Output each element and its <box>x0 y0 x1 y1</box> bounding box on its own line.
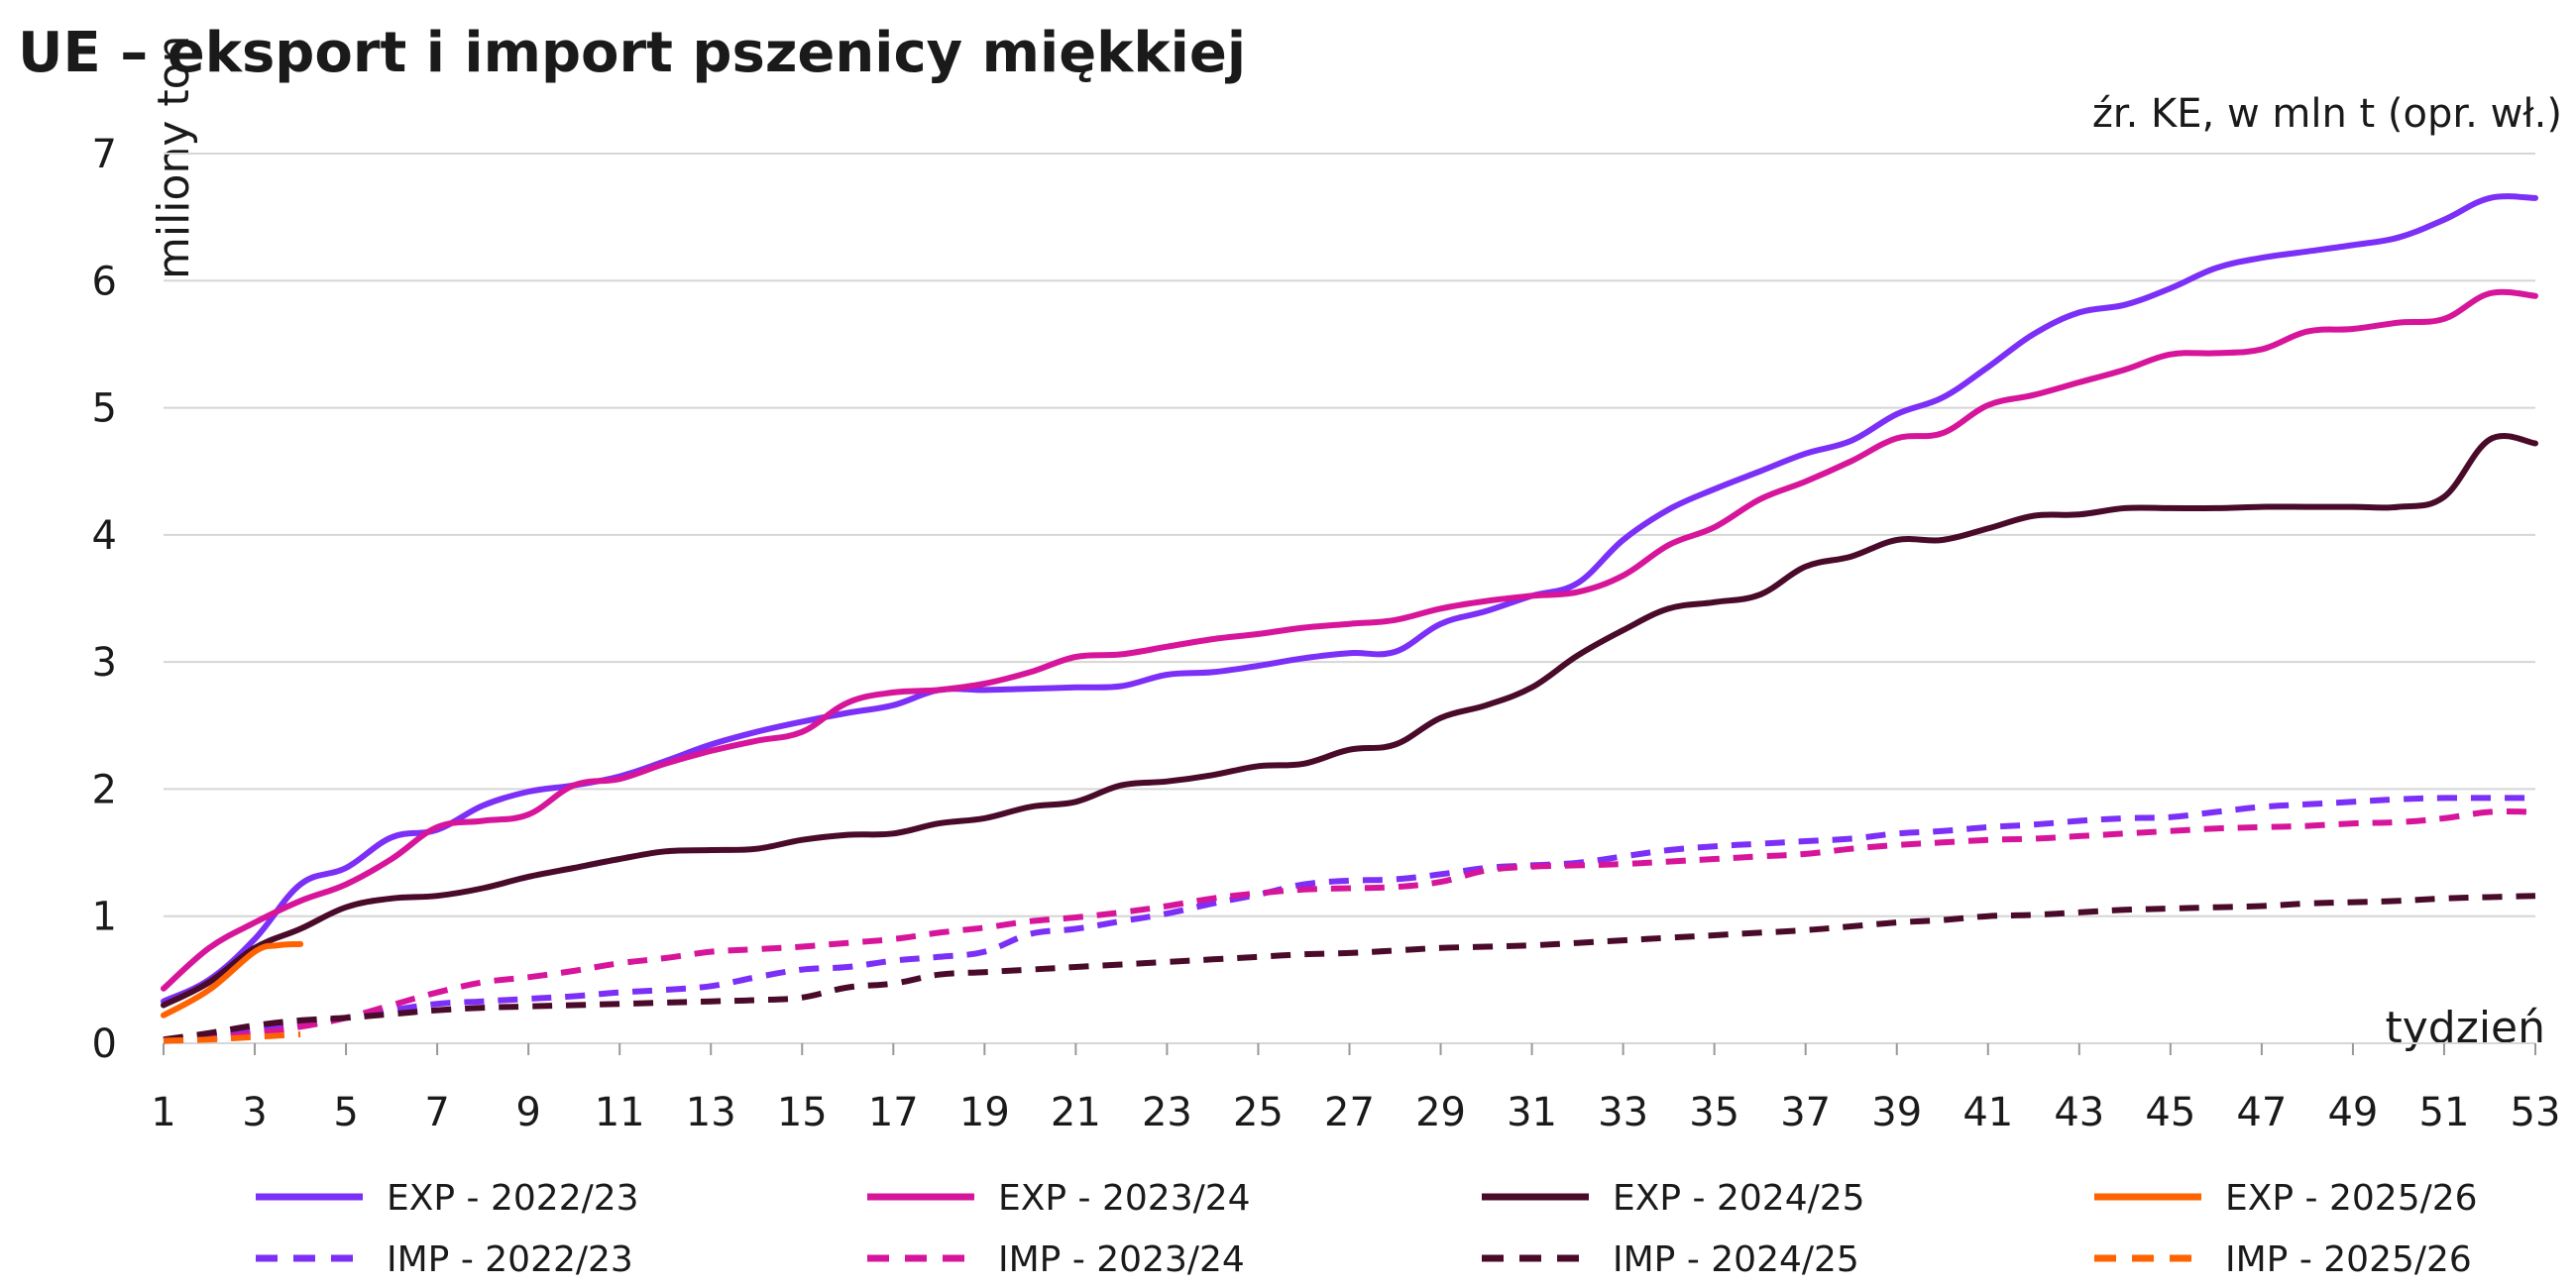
x-tick-label: 27 <box>1324 1090 1375 1135</box>
legend-label: EXP - 2022/23 <box>387 1178 639 1219</box>
y-tick-label: 6 <box>92 259 117 304</box>
x-tick-label: 35 <box>1689 1090 1739 1135</box>
x-tick-label: 45 <box>2145 1090 2195 1135</box>
legend-label: IMP - 2024/25 <box>1613 1239 1859 1280</box>
x-axis-ticks: 1 3 5 7 9 11 13 15 17 19 21 23 25 27 29 31 33 35 37 39 41 43 4… <box>151 1043 2560 1135</box>
x-tick-label: 49 <box>2327 1090 2378 1135</box>
legend-label: IMP - 2022/23 <box>387 1239 633 1280</box>
series-line-exp-2024-25 <box>161 433 2538 1009</box>
chart-title: UE – eksport i import pszenicy miękkiej <box>18 21 1246 85</box>
x-tick-label: 39 <box>1871 1090 1922 1135</box>
x-tick-label: 37 <box>1780 1090 1831 1135</box>
series-line-exp-2025-26 <box>161 940 304 1019</box>
x-tick-label: 17 <box>868 1090 919 1135</box>
y-tick-label: 0 <box>92 1021 117 1067</box>
y-tick-label: 3 <box>92 640 117 686</box>
x-tick-label: 9 <box>515 1090 540 1135</box>
x-tick-label: 11 <box>595 1090 645 1135</box>
series-lines <box>161 193 2538 1044</box>
y-tick-label: 7 <box>92 132 117 177</box>
legend-label: IMP - 2025/26 <box>2225 1239 2472 1280</box>
x-tick-label: 33 <box>1598 1090 1648 1135</box>
y-tick-label: 2 <box>92 767 117 812</box>
y-tick-label: 5 <box>92 386 117 432</box>
chart-source: źr. KE, w mln t (opr. wł.) <box>2092 91 2562 137</box>
series-line-exp-2023-24 <box>161 288 2538 992</box>
x-tick-label: 25 <box>1233 1090 1284 1135</box>
x-tick-label: 43 <box>2054 1090 2104 1135</box>
series-line-imp-2025-26 <box>163 1031 301 1044</box>
series-line-exp-2022-23 <box>161 193 2538 1005</box>
x-tick-label: 21 <box>1051 1090 1101 1135</box>
series-line-imp-2023-24 <box>163 808 2536 1044</box>
legend-label: EXP - 2025/26 <box>2225 1178 2478 1219</box>
legend-label: EXP - 2023/24 <box>998 1178 1251 1219</box>
y-tick-label: 4 <box>92 513 117 559</box>
x-tick-label: 47 <box>2236 1090 2287 1135</box>
legend: EXP - 2022/23 EXP - 2023/24 EXP - 2024/25 E… <box>256 1178 2478 1280</box>
x-tick-label: 51 <box>2419 1090 2470 1135</box>
x-tick-label: 19 <box>959 1090 1010 1135</box>
legend-label: IMP - 2023/24 <box>998 1239 1245 1280</box>
y-tick-label: 1 <box>92 895 117 940</box>
y-axis-label: miliony ton <box>149 36 199 279</box>
x-tick-label: 13 <box>686 1090 736 1135</box>
x-tick-label: 5 <box>333 1090 358 1135</box>
x-tick-label: 29 <box>1415 1090 1466 1135</box>
series-line-imp-2022-23 <box>163 795 2535 1043</box>
x-axis-label: tydzień <box>2386 1003 2546 1053</box>
x-tick-label: 7 <box>424 1090 449 1135</box>
series-line-imp-2024-25 <box>163 893 2536 1043</box>
x-tick-label: 23 <box>1142 1090 1192 1135</box>
y-axis-ticks: 0 1 2 3 4 5 6 7 <box>92 132 117 1067</box>
x-tick-label: 53 <box>2511 1090 2561 1135</box>
x-tick-label: 31 <box>1507 1090 1557 1135</box>
x-tick-label: 3 <box>242 1090 267 1135</box>
legend-label: EXP - 2024/25 <box>1613 1178 1865 1219</box>
x-tick-label: 41 <box>1962 1090 2013 1135</box>
x-tick-label: 15 <box>777 1090 828 1135</box>
x-tick-label: 1 <box>151 1090 175 1135</box>
